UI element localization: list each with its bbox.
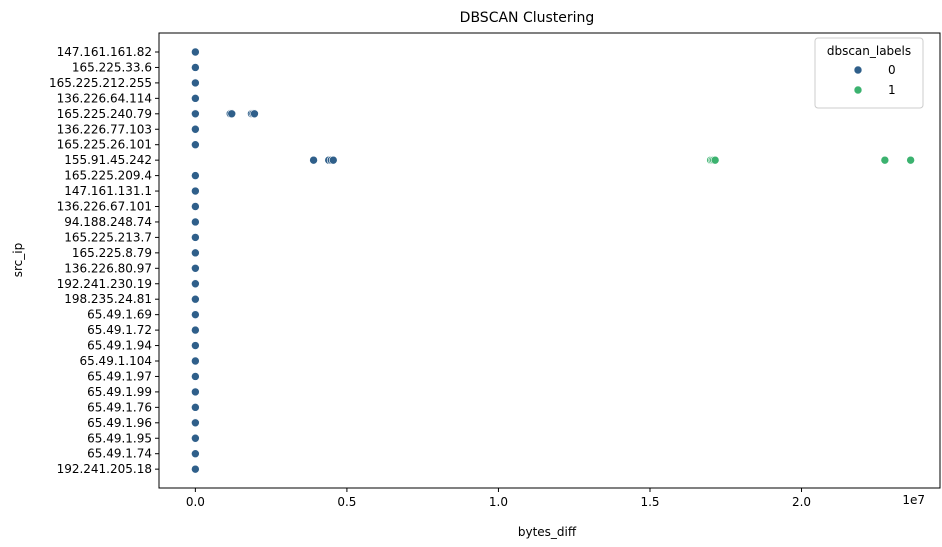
y-tick-label: 65.49.1.76 [87, 400, 152, 414]
y-tick-label: 192.241.205.18 [57, 462, 152, 476]
x-tick-label: 0.0 [186, 495, 205, 509]
data-point-cluster-0 [191, 341, 200, 350]
x-tick-label: 2.0 [792, 495, 811, 509]
y-tick-label: 165.225.240.79 [57, 107, 152, 121]
y-tick-label: 147.161.161.82 [57, 45, 152, 59]
legend-items: 01 [853, 63, 896, 97]
y-tick-label: 136.226.67.101 [57, 200, 152, 214]
plot-area [158, 32, 941, 489]
data-point-cluster-0 [328, 155, 338, 165]
data-point-cluster-0 [191, 310, 200, 319]
data-point-cluster-0 [191, 78, 200, 88]
data-point-cluster-0 [191, 372, 200, 381]
y-tick-label: 192.241.230.19 [57, 277, 152, 291]
data-point-cluster-0 [191, 63, 200, 72]
y-axis-label: src_ip [11, 243, 25, 277]
y-tick-label: 136.226.77.103 [57, 122, 152, 136]
legend-label-1: 1 [888, 83, 896, 97]
y-tick-label: 65.49.1.95 [87, 431, 152, 445]
y-tick-label: 136.226.80.97 [64, 261, 152, 275]
x-offset-label: 1e7 [902, 493, 925, 507]
legend-label-0: 0 [888, 63, 896, 77]
y-tick-label: 65.49.1.74 [87, 447, 152, 461]
data-point-cluster-0 [191, 325, 200, 335]
y-tick-label: 165.225.209.4 [64, 169, 152, 183]
data-point-cluster-0 [191, 94, 200, 103]
legend-box [814, 37, 924, 109]
y-tick-label: 65.49.1.72 [87, 323, 152, 337]
x-tick-label: 1.0 [489, 495, 508, 509]
data-point-cluster-0 [191, 464, 200, 474]
y-tick-label: 165.225.8.79 [72, 246, 152, 260]
data-point-cluster-0 [191, 47, 200, 57]
data-point-cluster-0 [191, 217, 200, 227]
points-layer [191, 47, 915, 474]
y-tick-label: 94.188.248.74 [64, 215, 152, 229]
y-tick-label: 65.49.1.94 [87, 339, 152, 353]
data-point-cluster-0 [191, 449, 200, 459]
data-point-cluster-0 [250, 109, 259, 119]
data-point-cluster-0 [191, 418, 200, 428]
data-point-cluster-0 [191, 279, 200, 289]
y-tick-label: 198.235.24.81 [64, 292, 152, 306]
y-tick-label: 165.225.33.6 [72, 60, 152, 74]
data-point-cluster-0 [191, 263, 200, 273]
y-tick-label: 65.49.1.97 [87, 369, 152, 383]
y-tick-label: 136.226.64.114 [57, 91, 152, 105]
data-point-cluster-0 [191, 202, 200, 211]
legend: dbscan_labels 01 [814, 37, 924, 109]
data-point-cluster-1 [880, 155, 890, 165]
plot-frame [158, 32, 941, 489]
legend-marker-0 [853, 65, 863, 75]
data-point-cluster-0 [191, 140, 200, 149]
data-point-cluster-0 [191, 248, 200, 258]
y-tick-label: 65.49.1.69 [87, 308, 152, 322]
data-point-cluster-0 [191, 171, 200, 180]
y-tick-label: 165.225.212.255 [49, 76, 152, 90]
y-tick-label: 165.225.213.7 [64, 230, 152, 244]
data-point-cluster-0 [191, 186, 200, 196]
data-point-cluster-1 [710, 155, 720, 165]
chart-title: DBSCAN Clustering [460, 10, 595, 26]
data-point-cluster-0 [227, 109, 237, 119]
data-point-cluster-0 [309, 155, 318, 165]
y-tick-label: 65.49.1.96 [87, 416, 152, 430]
data-point-cluster-0 [191, 433, 200, 443]
data-point-cluster-0 [191, 233, 200, 242]
data-point-cluster-0 [191, 356, 200, 366]
data-point-cluster-1 [906, 155, 915, 165]
data-point-cluster-0 [191, 403, 200, 412]
x-tick-label: 1.5 [640, 495, 659, 509]
y-tick-label: 65.49.1.104 [79, 354, 152, 368]
legend-marker-1 [853, 85, 863, 95]
legend-title: dbscan_labels [827, 44, 911, 58]
data-point-cluster-0 [191, 109, 200, 119]
x-tick-label: 0.5 [337, 495, 356, 509]
x-axis: 0.0 0.5 1.0 1.5 2.0 [186, 488, 811, 509]
data-point-cluster-0 [191, 387, 200, 397]
y-tick-label: 155.91.45.242 [64, 153, 152, 167]
y-tick-label: 65.49.1.99 [87, 385, 152, 399]
y-tick-label: 165.225.26.101 [57, 138, 152, 152]
y-tick-label: 147.161.131.1 [64, 184, 152, 198]
data-point-cluster-0 [191, 294, 200, 304]
data-point-cluster-0 [191, 124, 200, 134]
x-axis-label: bytes_diff [518, 525, 577, 539]
